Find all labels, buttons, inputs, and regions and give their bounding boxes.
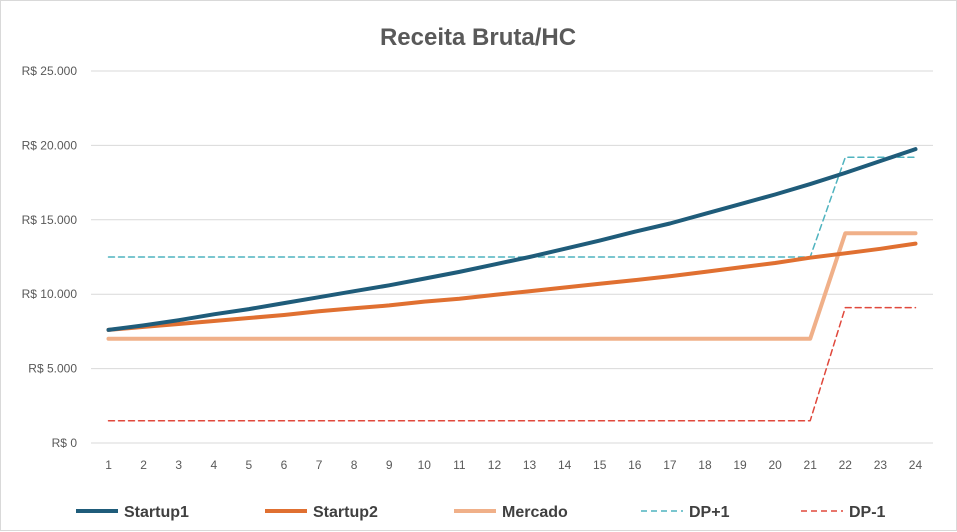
x-tick-label: 19: [733, 458, 747, 472]
x-tick-label: 11: [453, 458, 466, 472]
series-line-mercado: [106, 231, 918, 341]
series-line-startup1: [106, 147, 918, 332]
x-tick-label: 1: [105, 458, 112, 472]
x-tick-label: 9: [386, 458, 393, 472]
legend-label-dp-1: DP-1: [849, 504, 886, 521]
series-lines: [106, 147, 918, 422]
x-tick-label: 14: [558, 458, 572, 472]
series-line-startup2: [106, 241, 918, 332]
x-tick-label: 5: [246, 458, 253, 472]
series-line-dp-1: [107, 306, 917, 422]
y-tick-label: R$ 15.000: [22, 213, 78, 227]
x-tick-label: 21: [804, 458, 818, 472]
legend-label-startup1: Startup1: [124, 504, 189, 521]
x-tick-label: 4: [210, 458, 217, 472]
legend: Startup1 Startup2 Mercado DP+1 DP-1: [76, 504, 886, 521]
x-tick-label: 17: [663, 458, 677, 472]
series-line-dp-1: [107, 156, 917, 258]
legend-label-startup2: Startup2: [313, 504, 378, 521]
y-tick-label: R$ 10.000: [22, 287, 78, 301]
legend-label-dp-1: DP+1: [689, 504, 730, 521]
x-axis-ticks: 1 2 3 4 5 6 7 8 9 10 11 12 13 14 15 16 17 18 19 20 21 22 23 24: [105, 458, 922, 472]
x-tick-label: 16: [628, 458, 642, 472]
x-tick-label: 20: [768, 458, 782, 472]
x-tick-label: 12: [488, 458, 502, 472]
y-axis-ticks: R$ 0 R$ 5.000 R$ 10.000 R$ 15.000 R$ 20.000 R…: [22, 64, 78, 450]
x-tick-label: 22: [839, 458, 853, 472]
legend-label-mercado: Mercado: [502, 504, 568, 521]
x-tick-label: 8: [351, 458, 358, 472]
x-tick-label: 6: [281, 458, 288, 472]
y-tick-label: R$ 5.000: [28, 362, 77, 376]
y-tick-label: R$ 25.000: [22, 64, 78, 78]
x-tick-label: 10: [418, 458, 432, 472]
x-tick-label: 23: [874, 458, 888, 472]
x-tick-label: 15: [593, 458, 607, 472]
x-tick-label: 7: [316, 458, 323, 472]
y-tick-label: R$ 0: [52, 436, 78, 450]
y-tick-label: R$ 20.000: [22, 138, 78, 152]
x-tick-label: 3: [175, 458, 182, 472]
chart-title: Receita Bruta/HC: [380, 24, 576, 51]
x-tick-label: 18: [698, 458, 712, 472]
x-tick-label: 13: [523, 458, 537, 472]
x-tick-label: 24: [909, 458, 923, 472]
x-tick-label: 2: [140, 458, 147, 472]
